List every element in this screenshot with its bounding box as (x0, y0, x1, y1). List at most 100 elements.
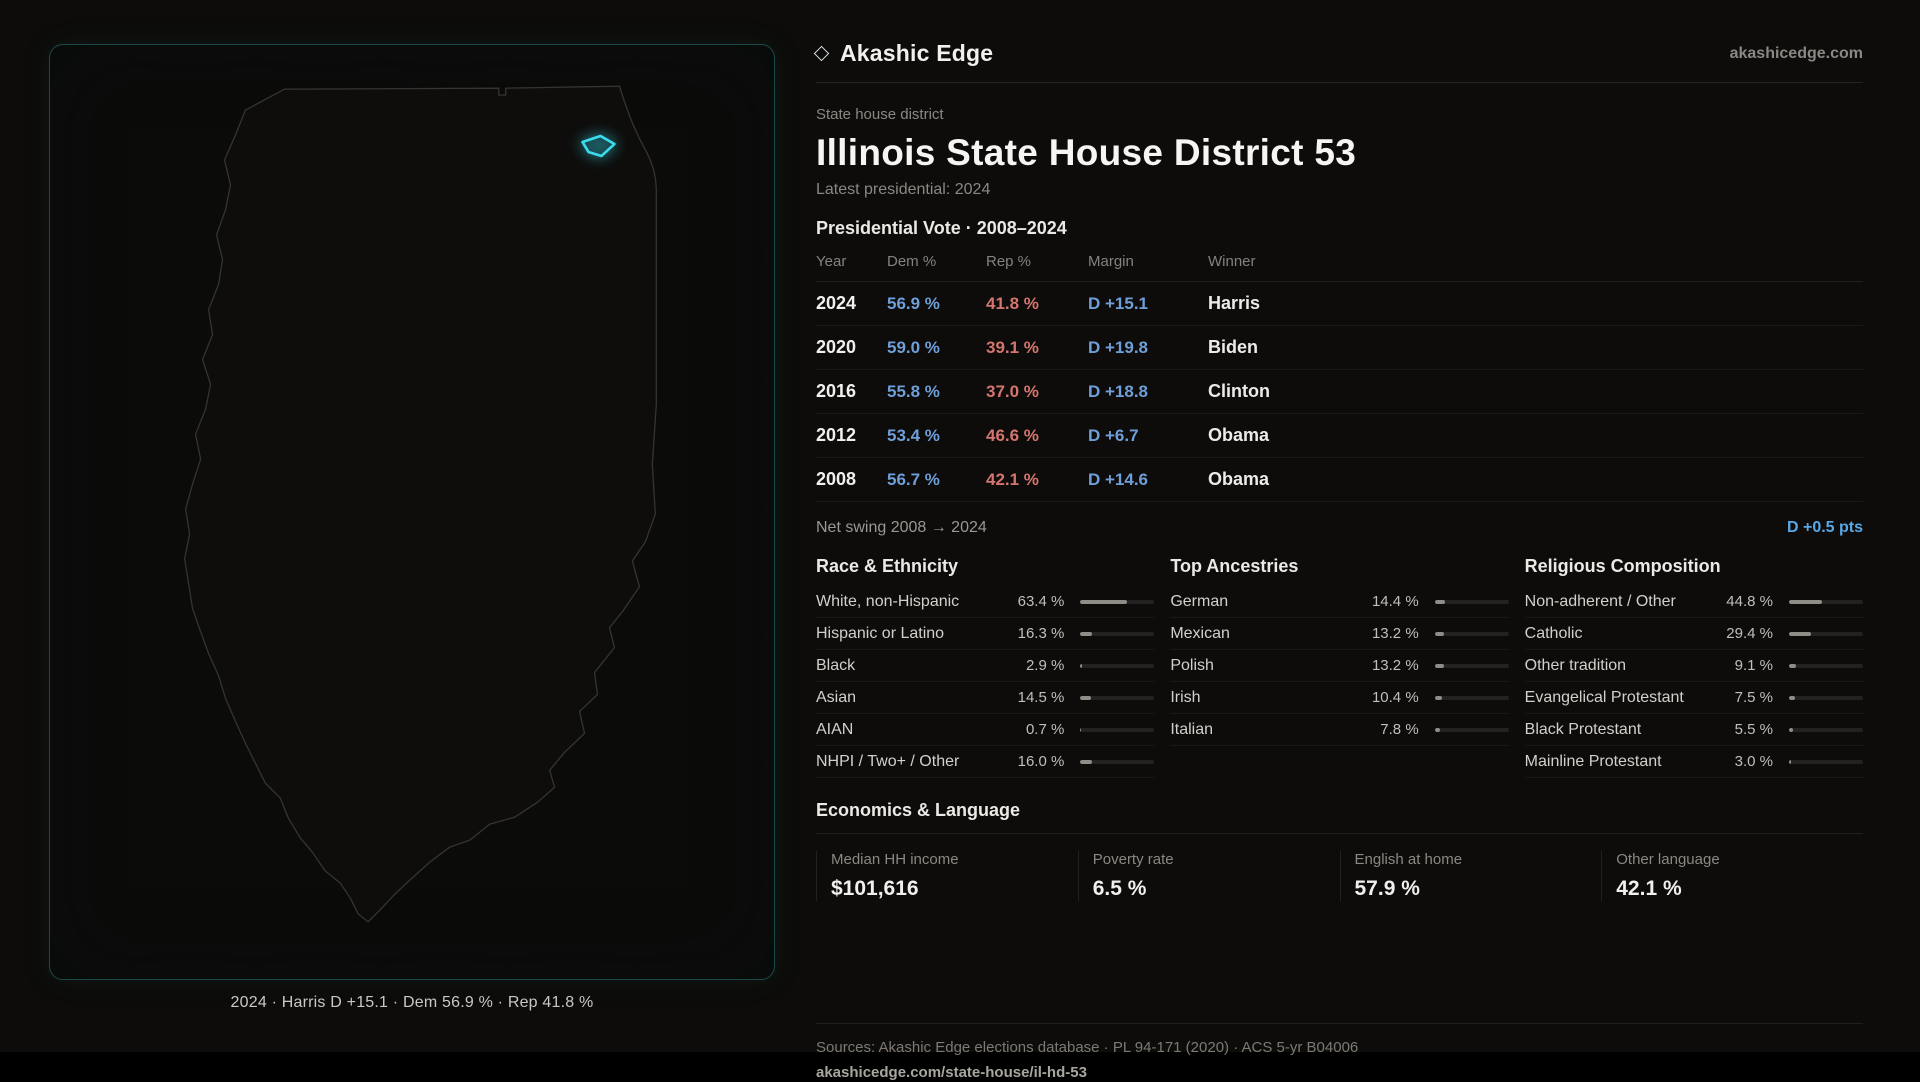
col-year: Year (816, 253, 847, 270)
margin: D +6.7 (1088, 425, 1139, 445)
net-swing-label: Net swing 2008 → 2024 (816, 519, 987, 536)
net-swing-value: D +0.5 pts (1786, 519, 1863, 536)
stat-label: Poverty rate (1092, 851, 1174, 868)
demo-bar (1789, 631, 1863, 636)
demo-value: 29.4 % (1726, 625, 1773, 642)
demo-label: Black (816, 656, 856, 674)
sources-text: Sources: Akashic Edge elections database… (816, 1039, 1359, 1056)
demo-row: AIAN 0.7 % (816, 714, 1155, 746)
dem-pct: 59.0 % (887, 337, 940, 357)
race-ethnicity-column: Race & Ethnicity White, non-Hispanic 63.… (816, 556, 1155, 778)
demo-row: White, non-Hispanic 63.4 % (816, 586, 1155, 618)
rep-pct: 39.1 % (986, 337, 1039, 357)
illinois-map (183, 85, 657, 923)
demo-label: NHPI / Two+ / Other (816, 752, 960, 770)
demo-row: Non-adherent / Other 44.8 % (1524, 586, 1863, 618)
table-row: 2024 56.9 % 41.8 % D +15.1 Harris (816, 282, 1863, 326)
dem-pct: 53.4 % (887, 425, 940, 445)
brand-domain-link[interactable]: akashicedge.com (1729, 44, 1863, 62)
brand: Akashic Edge (813, 40, 994, 67)
year: 2016 (816, 381, 857, 401)
table-header-row: Year Dem % Rep % Margin Winner (816, 243, 1863, 282)
year: 2008 (816, 469, 857, 489)
winner: Harris (1208, 293, 1261, 313)
ancestries-column: Top Ancestries German 14.4 % Mexican 13.… (1170, 556, 1509, 778)
demo-label: Italian (1170, 720, 1214, 738)
demo-label: AIAN (816, 720, 854, 738)
demo-bar (1080, 759, 1155, 764)
demo-bar (1434, 695, 1509, 700)
demo-bar (1434, 663, 1509, 668)
demo-value: 3.0 % (1734, 753, 1773, 770)
stat-label: Median HH income (831, 851, 959, 868)
demo-bar (1080, 695, 1155, 700)
demo-row: Asian 14.5 % (816, 682, 1155, 714)
brand-name: Akashic Edge (840, 40, 994, 66)
dem-pct: 55.8 % (887, 381, 940, 401)
content: Akashic Edge akashicedge.com State house… (813, 40, 1863, 1082)
demo-value: 14.4 % (1371, 593, 1419, 610)
footer: Sources: Akashic Edge elections database… (816, 1023, 1863, 1082)
demo-value: 13.2 % (1371, 625, 1419, 642)
demo-row: Catholic 29.4 % (1524, 618, 1863, 650)
demo-bar (1789, 663, 1863, 668)
stat-label: Other language (1616, 851, 1720, 868)
demo-row: Irish 10.4 % (1170, 682, 1509, 714)
margin: D +19.8 (1088, 337, 1149, 357)
demo-bar (1080, 727, 1155, 732)
demo-value: 2.9 % (1025, 657, 1065, 674)
dem-pct: 56.7 % (887, 469, 940, 489)
district-53-shape[interactable] (581, 134, 616, 158)
district-map-panel[interactable] (49, 44, 775, 980)
permalink[interactable]: akashicedge.com/state-house/il-hd-53 (816, 1064, 1087, 1081)
kicker: State house district (816, 106, 944, 123)
demo-row: Italian 7.8 % (1170, 714, 1509, 746)
demo-value: 63.4 % (1017, 593, 1065, 610)
demo-bar (1080, 631, 1155, 636)
demo-value: 16.0 % (1017, 753, 1065, 770)
demo-row: Evangelical Protestant 7.5 % (1524, 682, 1863, 714)
demo-row: Black 2.9 % (816, 650, 1155, 682)
demo-bar (1434, 631, 1509, 636)
demo-label: White, non-Hispanic (816, 592, 960, 610)
brand-row: Akashic Edge akashicedge.com (813, 40, 1863, 83)
col-rep: Rep % (986, 253, 1032, 270)
margin: D +18.8 (1088, 381, 1149, 401)
demo-row: Polish 13.2 % (1170, 650, 1509, 682)
rep-pct: 37.0 % (986, 381, 1039, 401)
demo-label: Mexican (1170, 624, 1230, 642)
winner: Clinton (1208, 381, 1270, 401)
demo-value: 9.1 % (1734, 657, 1773, 674)
demo-label: Other tradition (1524, 656, 1627, 674)
demo-label: Hispanic or Latino (816, 624, 945, 642)
demo-row: Black Protestant 5.5 % (1524, 714, 1863, 746)
demo-label: Catholic (1524, 624, 1583, 642)
stat-value: 6.5 % (1092, 877, 1147, 900)
demo-value: 16.3 % (1017, 625, 1065, 642)
ancestries-title: Top Ancestries (1170, 556, 1299, 576)
religion-title: Religious Composition (1524, 556, 1721, 576)
map-caption: 2024 · Harris D +15.1 · Dem 56.9 % · Rep… (230, 994, 594, 1011)
demo-label: Mainline Protestant (1524, 752, 1662, 770)
demo-value: 14.5 % (1017, 689, 1065, 706)
demo-bar (1789, 695, 1863, 700)
table-row: 2020 59.0 % 39.1 % D +19.8 Biden (816, 326, 1863, 370)
latest-presidential: Latest presidential: 2024 (816, 181, 991, 198)
demo-bar (1789, 727, 1863, 732)
table-row: 2016 55.8 % 37.0 % D +18.8 Clinton (816, 370, 1863, 414)
brand-diamond-icon (813, 45, 830, 62)
stat-label: English at home (1354, 851, 1463, 868)
economics-title: Economics & Language (816, 800, 1021, 820)
stat-other-language: Other language 42.1 % (1601, 851, 1863, 901)
demo-label: Evangelical Protestant (1524, 688, 1684, 706)
demo-label: Non-adherent / Other (1524, 592, 1676, 610)
demo-value: 0.7 % (1025, 721, 1065, 738)
demographics: Race & Ethnicity White, non-Hispanic 63.… (816, 556, 1863, 778)
demo-row: NHPI / Two+ / Other 16.0 % (816, 746, 1155, 778)
year: 2020 (816, 337, 857, 357)
economics-stats: Median HH income $101,616 Poverty rate 6… (816, 833, 1863, 901)
demo-row: Mainline Protestant 3.0 % (1524, 746, 1863, 778)
demo-label: Asian (816, 688, 857, 706)
demo-value: 7.8 % (1380, 721, 1419, 738)
